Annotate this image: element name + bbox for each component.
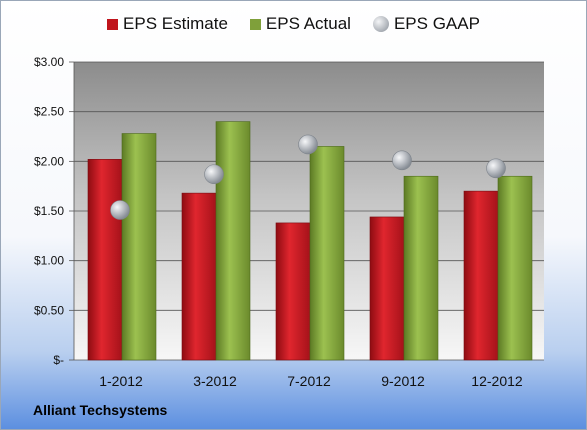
legend-item-eps-estimate: EPS Estimate xyxy=(107,14,228,34)
y-tick-label: $2.00 xyxy=(34,154,64,168)
y-tick-label: $- xyxy=(53,353,64,367)
bar-eps-estimate xyxy=(369,216,405,361)
y-tick-label: $3.00 xyxy=(34,55,64,69)
bar-eps-estimate xyxy=(275,222,311,361)
bars xyxy=(87,121,533,361)
bar-eps-estimate xyxy=(181,192,217,361)
point-eps-gaap xyxy=(392,150,412,171)
bar-eps-estimate xyxy=(463,190,499,361)
y-tick-label: $2.50 xyxy=(34,105,64,119)
point-eps-gaap xyxy=(204,164,224,185)
legend-label-eps-estimate: EPS Estimate xyxy=(123,14,228,33)
chart-legend: EPS Estimate EPS Actual EPS GAAP xyxy=(0,14,587,34)
legend-item-eps-gaap: EPS GAAP xyxy=(372,14,480,34)
legend-swatch-eps-actual xyxy=(249,18,261,30)
legend-swatch-eps-gaap xyxy=(372,16,389,32)
legend-swatch-eps-estimate xyxy=(107,18,119,30)
bar-eps-actual xyxy=(215,121,251,361)
x-axis-ticks: 1-2012 3-2012 7-2012 9-2012 12-2012 xyxy=(99,373,523,389)
legend-item-eps-actual: EPS Actual xyxy=(249,14,351,34)
y-axis-ticks: $- $0.50 $1.00 $1.50 $2.00 $2.50 $3.00 xyxy=(34,55,64,367)
gaap-points xyxy=(110,134,506,220)
company-name: Alliant Techsystems xyxy=(33,402,168,418)
x-tick-label: 7-2012 xyxy=(287,373,331,389)
point-eps-gaap xyxy=(486,158,506,179)
x-tick-label: 9-2012 xyxy=(381,373,425,389)
bar-eps-actual xyxy=(309,146,345,361)
y-tick-label: $1.50 xyxy=(34,204,64,218)
legend-label-eps-gaap: EPS GAAP xyxy=(393,14,480,33)
x-tick-label: 3-2012 xyxy=(193,373,237,389)
bar-eps-estimate xyxy=(87,159,123,361)
x-tick-label: 12-2012 xyxy=(471,373,523,389)
point-eps-gaap xyxy=(110,200,130,220)
legend-label-eps-actual: EPS Actual xyxy=(265,14,351,33)
bar-eps-actual xyxy=(497,175,533,361)
bar-eps-actual xyxy=(403,175,439,361)
bar-eps-actual xyxy=(121,133,157,361)
y-tick-label: $1.00 xyxy=(34,254,64,268)
point-eps-gaap xyxy=(298,134,318,155)
x-tick-label: 1-2012 xyxy=(99,373,143,389)
y-tick-label: $0.50 xyxy=(34,303,64,317)
